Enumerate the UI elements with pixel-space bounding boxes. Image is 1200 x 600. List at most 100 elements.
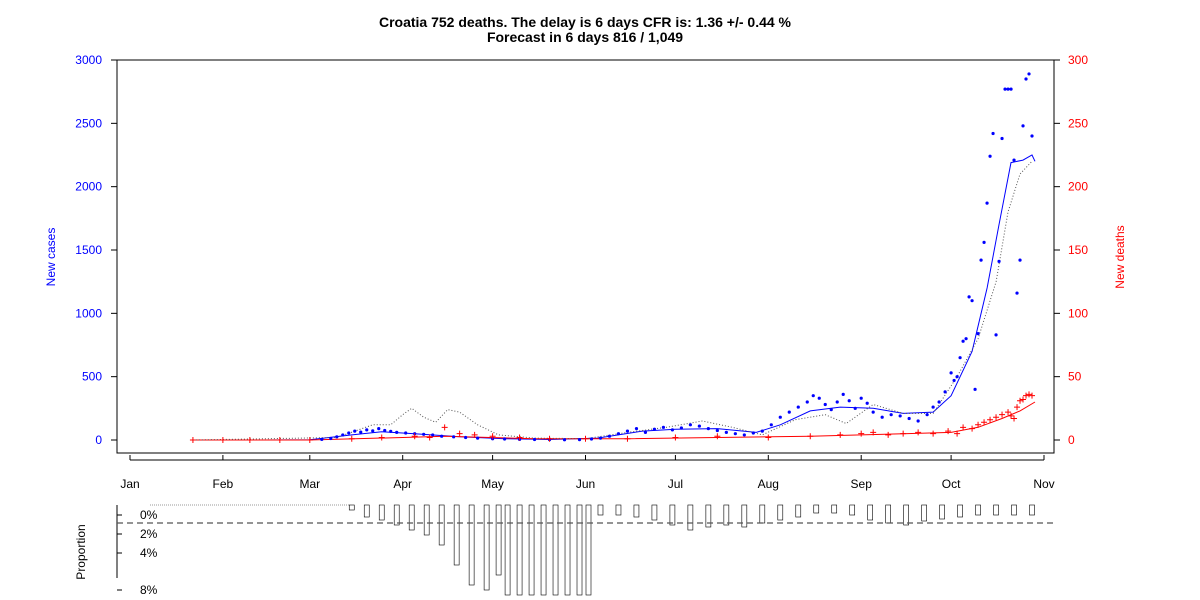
- x-tick-label: Sep: [851, 477, 873, 491]
- trend-lines: [192, 154, 1036, 441]
- case-point: [562, 438, 567, 442]
- proportion-bar: [1029, 504, 1035, 516]
- death-point: [999, 411, 1006, 418]
- proportion-bar: [795, 504, 802, 518]
- death-point: [714, 433, 721, 440]
- case-point: [880, 415, 884, 419]
- death-point: [993, 414, 1000, 421]
- proportion-bar: [528, 504, 535, 596]
- data-points: [189, 72, 1036, 443]
- case-point: [961, 339, 965, 343]
- case-point: [889, 413, 893, 417]
- proportion-bar: [885, 504, 891, 524]
- case-point: [778, 415, 782, 419]
- x-tick-label: May: [481, 477, 504, 491]
- case-point: [991, 131, 995, 136]
- case-point: [697, 424, 701, 428]
- case-point: [1012, 158, 1016, 162]
- y-right-tick-label: 200: [1068, 180, 1088, 194]
- death-point: [489, 433, 496, 440]
- case-point: [835, 400, 839, 404]
- case-point: [1030, 134, 1034, 138]
- case-point: [967, 295, 971, 299]
- proportion-bar: [516, 504, 523, 596]
- case-point: [943, 390, 947, 394]
- proportion-bar: [633, 504, 640, 518]
- proportion-bar: [348, 504, 355, 511]
- case-point: [452, 435, 456, 439]
- case-point: [1015, 291, 1019, 295]
- case-point: [964, 337, 968, 341]
- y-left-tick-label: 3000: [75, 53, 102, 67]
- case-point: [347, 431, 351, 435]
- death-point: [411, 433, 418, 440]
- death-point: [624, 435, 631, 442]
- case-point: [742, 433, 746, 437]
- death-point: [837, 431, 844, 438]
- proportion-tick-label: 0%: [140, 508, 158, 522]
- case-point: [733, 432, 737, 436]
- case-point: [985, 201, 989, 205]
- proportion-bar: [576, 504, 583, 596]
- death-point: [1014, 404, 1021, 411]
- case-point: [670, 428, 675, 432]
- case-point: [907, 416, 911, 421]
- case-point: [661, 425, 666, 429]
- death-point: [981, 419, 988, 426]
- case-point: [365, 428, 369, 432]
- death-point: [306, 437, 313, 443]
- case-point: [994, 333, 998, 337]
- case-point: [634, 427, 639, 431]
- proportion-bar: [615, 504, 622, 516]
- case-point: [952, 378, 956, 383]
- case-point: [829, 408, 833, 412]
- case-point: [616, 432, 621, 436]
- proportion-bar: [975, 504, 981, 516]
- case-point: [335, 435, 339, 439]
- case-point: [796, 405, 800, 409]
- case-point: [353, 429, 357, 433]
- y-left-tick-label: 1000: [75, 306, 102, 320]
- proportion-bar: [597, 504, 604, 516]
- x-tick-label: Jun: [576, 477, 595, 491]
- y-left-tick-label: 2000: [75, 180, 102, 194]
- proportion-tick-label: 8%: [140, 583, 158, 597]
- case-point: [371, 429, 375, 433]
- proportion-bar: [378, 504, 385, 521]
- case-point: [359, 430, 363, 434]
- proportion-bar: [585, 504, 592, 596]
- case-point: [502, 437, 507, 441]
- x-tick-label: Jul: [668, 477, 683, 491]
- death-point: [441, 424, 448, 431]
- death-point: [1023, 392, 1030, 399]
- death-point: [348, 435, 355, 442]
- x-tick-label: Apr: [393, 477, 412, 491]
- case-point: [1003, 87, 1007, 91]
- proportion-bar: [552, 504, 559, 596]
- proportion-bar: [393, 504, 400, 526]
- case-point: [652, 427, 657, 431]
- y-axis-right-label: New deaths: [1113, 225, 1127, 288]
- death-point: [807, 433, 814, 440]
- case-point: [431, 433, 435, 437]
- case-point: [625, 429, 630, 433]
- case-point: [925, 413, 929, 417]
- proportion-bar: [423, 504, 430, 536]
- case-point: [341, 433, 345, 437]
- case-point: [979, 258, 983, 262]
- proportion-bar: [468, 504, 475, 586]
- death-point: [582, 435, 589, 442]
- death-point: [1005, 409, 1012, 416]
- y-right-tick-label: 0: [1068, 433, 1075, 447]
- proportion-tick-label: 2%: [140, 527, 158, 541]
- y-right-tick-label: 50: [1068, 370, 1082, 384]
- proportion-bar: [483, 504, 490, 591]
- death-point: [1017, 397, 1024, 404]
- case-point: [817, 396, 821, 400]
- proportion-bar: [921, 504, 927, 522]
- case-point: [760, 429, 764, 433]
- death-point: [870, 429, 877, 436]
- proportion-bar: [957, 504, 963, 518]
- proportion-bar: [849, 504, 856, 516]
- case-point: [422, 432, 426, 436]
